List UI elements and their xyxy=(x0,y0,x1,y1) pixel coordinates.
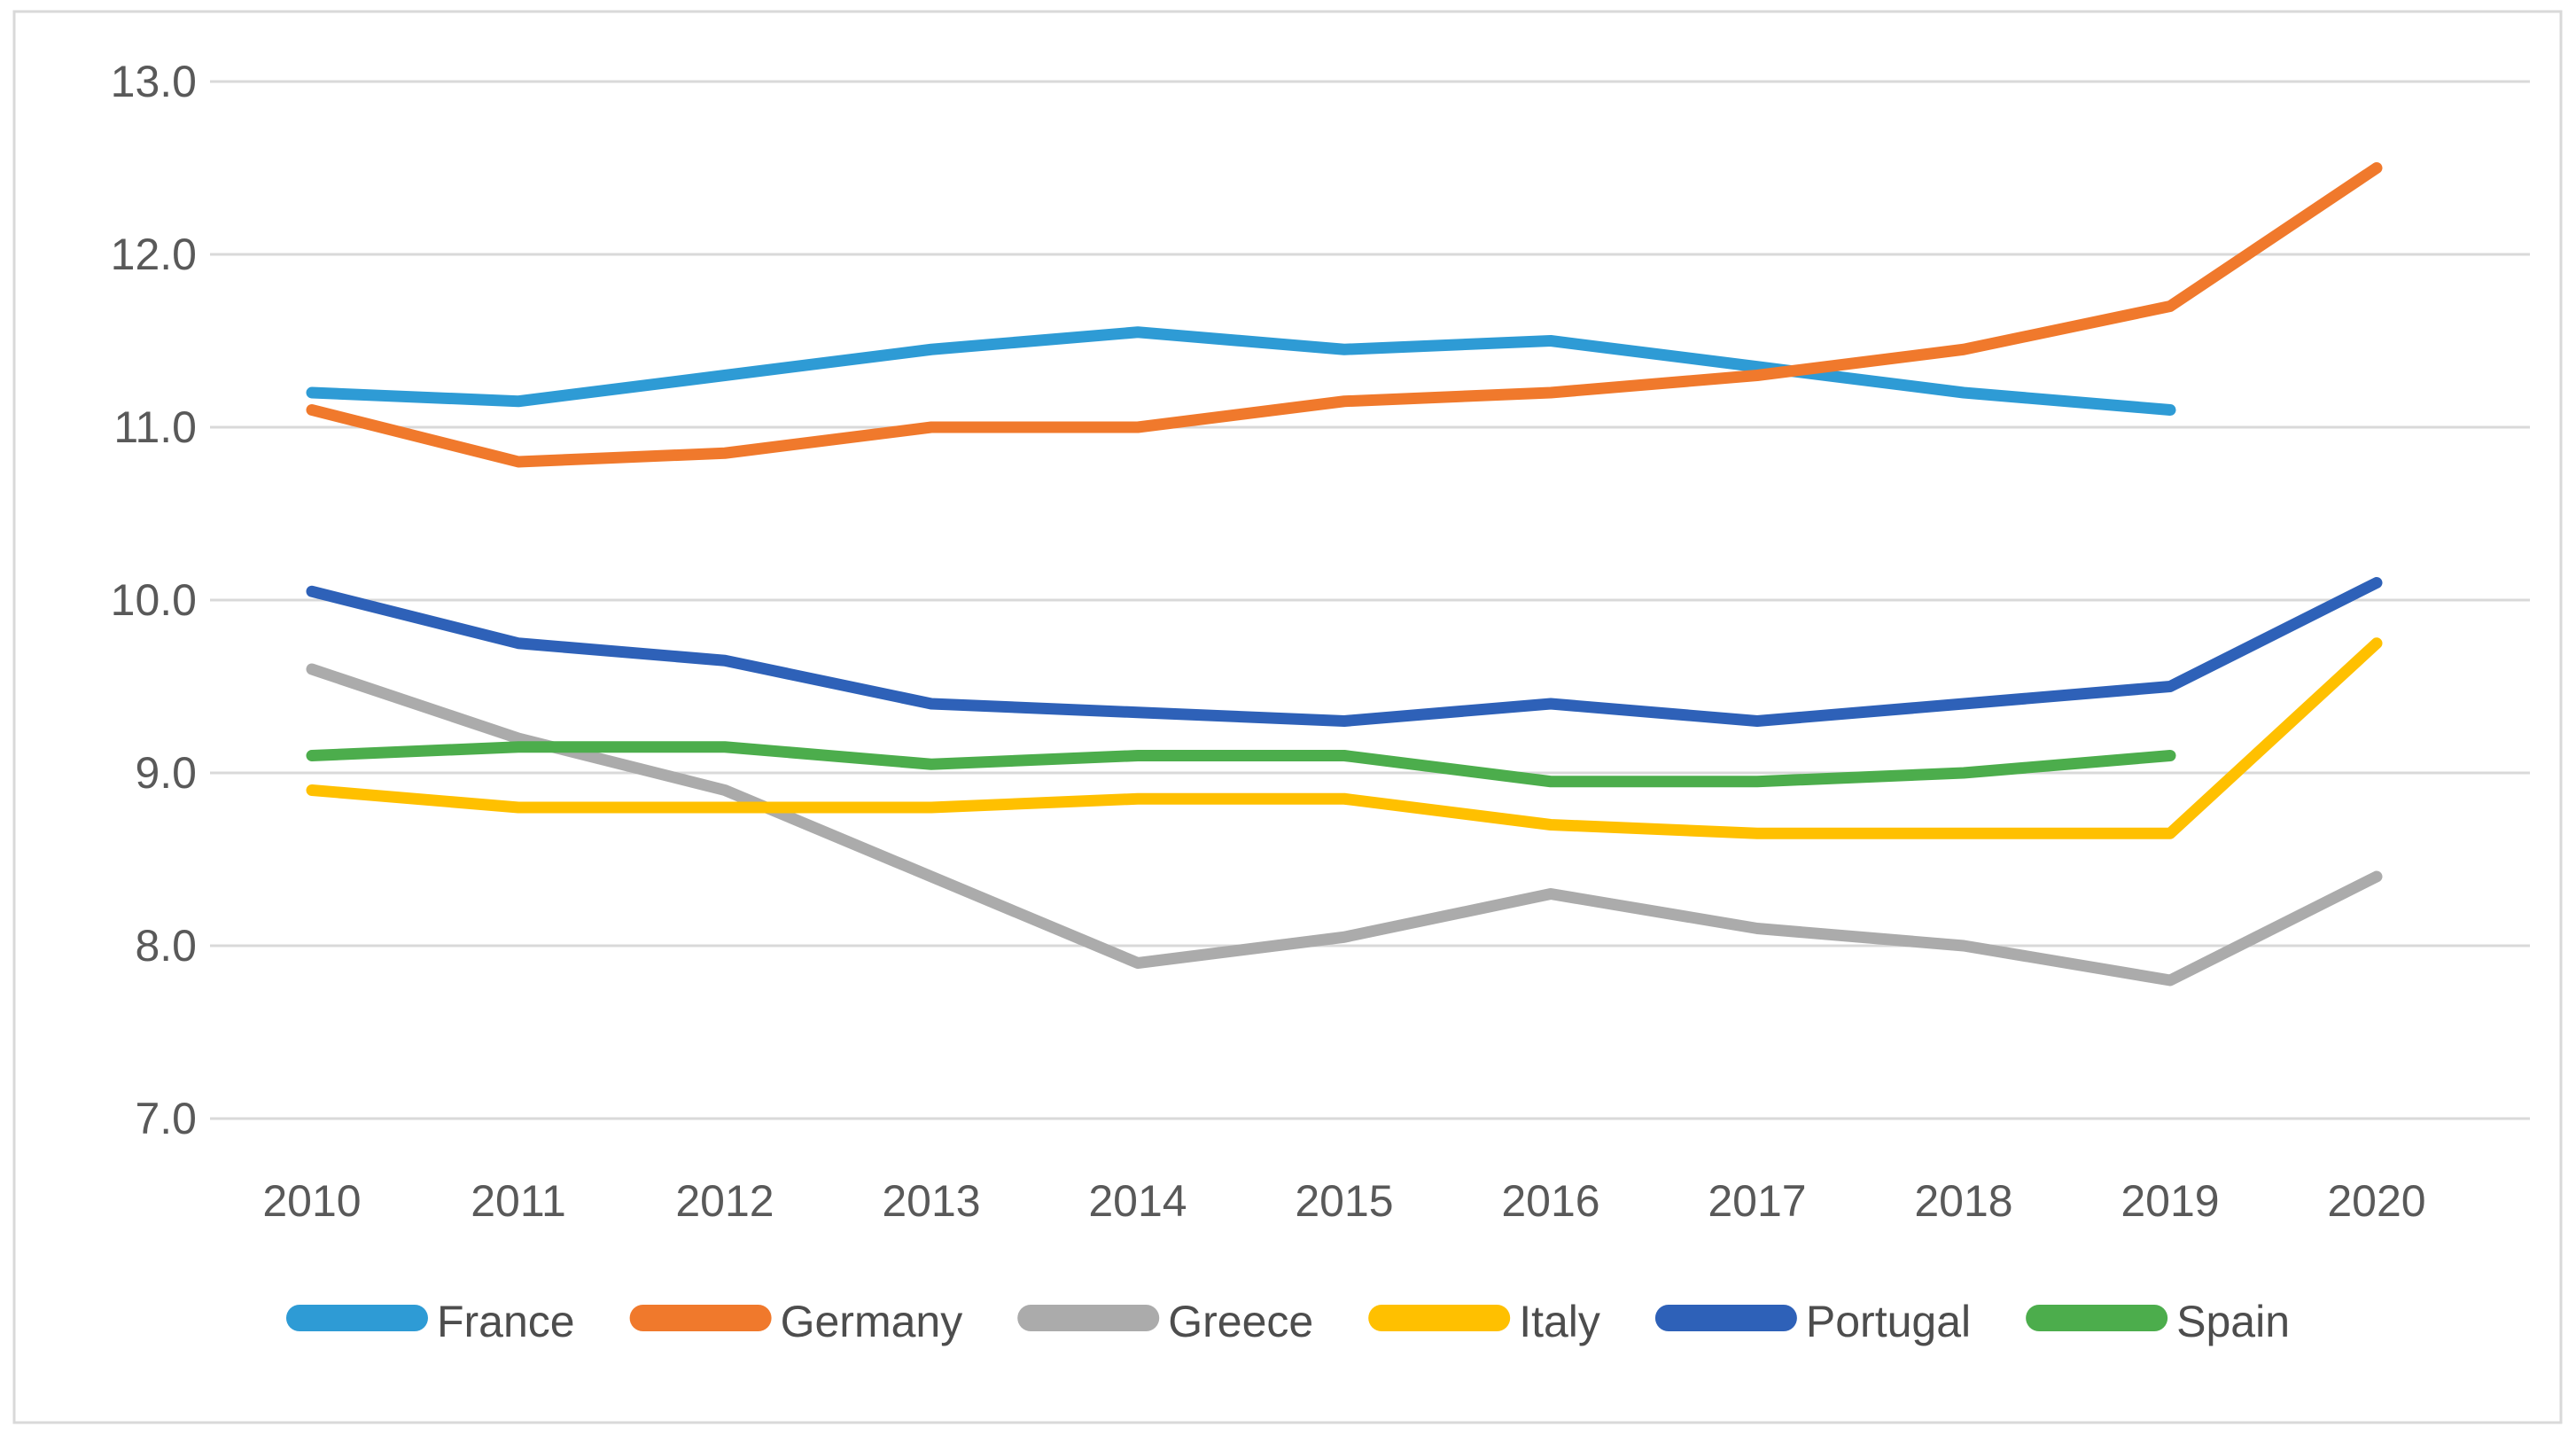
x-axis-tick-label: 2010 xyxy=(262,1176,361,1226)
x-axis-tick-label: 2014 xyxy=(1088,1176,1187,1226)
legend-swatch-spain xyxy=(2026,1305,2168,1331)
y-axis-tick-label: 10.0 xyxy=(111,575,197,625)
legend-swatch-greece xyxy=(1017,1305,1160,1331)
legend-label: Portugal xyxy=(1806,1297,1971,1346)
legend-swatch-germany xyxy=(629,1305,772,1331)
x-axis-tick-label: 2012 xyxy=(675,1176,774,1226)
x-axis-tick-label: 2016 xyxy=(1501,1176,1599,1226)
x-axis-tick-label: 2018 xyxy=(1914,1176,2012,1226)
series-line-italy xyxy=(306,637,2383,839)
x-axis-tick-label: 2017 xyxy=(1708,1176,1806,1226)
y-axis-tick-label: 11.0 xyxy=(113,402,197,452)
legend-swatch-france xyxy=(285,1305,428,1331)
legend-item-spain: Spain xyxy=(2026,1297,2290,1346)
legend-label: Italy xyxy=(1519,1297,1600,1346)
legend-item-italy: Italy xyxy=(1368,1297,1600,1346)
legend-item-portugal: Portugal xyxy=(1654,1297,1971,1346)
x-axis-tick-label: 2013 xyxy=(882,1176,980,1226)
series-line-greece xyxy=(306,663,2383,987)
series-line-portugal xyxy=(306,577,2383,727)
y-axis-tick-label: 13.0 xyxy=(111,57,197,106)
legend-swatch-portugal xyxy=(1654,1305,1797,1331)
series-line-spain xyxy=(306,741,2176,788)
legend-item-france: France xyxy=(285,1297,575,1346)
legend-item-germany: Germany xyxy=(629,1297,963,1346)
x-axis-tick-label: 2019 xyxy=(2121,1176,2219,1226)
legend-swatch-italy xyxy=(1368,1305,1511,1331)
series-line-france xyxy=(306,326,2176,416)
x-axis-tick-label: 2020 xyxy=(2327,1176,2425,1226)
legend-item-greece: Greece xyxy=(1017,1297,1313,1346)
series-line-germany xyxy=(306,162,2383,468)
x-axis-tick-label: 2015 xyxy=(1295,1176,1393,1226)
legend-label: Greece xyxy=(1168,1297,1313,1346)
y-axis-tick-label: 7.0 xyxy=(135,1094,197,1143)
legend-label: France xyxy=(437,1297,575,1346)
chart-area-border xyxy=(12,10,2563,1424)
legend-label: Germany xyxy=(781,1297,963,1346)
x-axis-tick-label: 2011 xyxy=(471,1176,566,1226)
y-axis-tick-label: 8.0 xyxy=(135,921,197,971)
y-axis-tick-label: 12.0 xyxy=(111,230,197,279)
legend: France Germany Greece Italy Portugal Spain xyxy=(285,1297,2290,1346)
legend-label: Spain xyxy=(2176,1297,2290,1346)
y-axis-tick-label: 9.0 xyxy=(135,748,197,798)
